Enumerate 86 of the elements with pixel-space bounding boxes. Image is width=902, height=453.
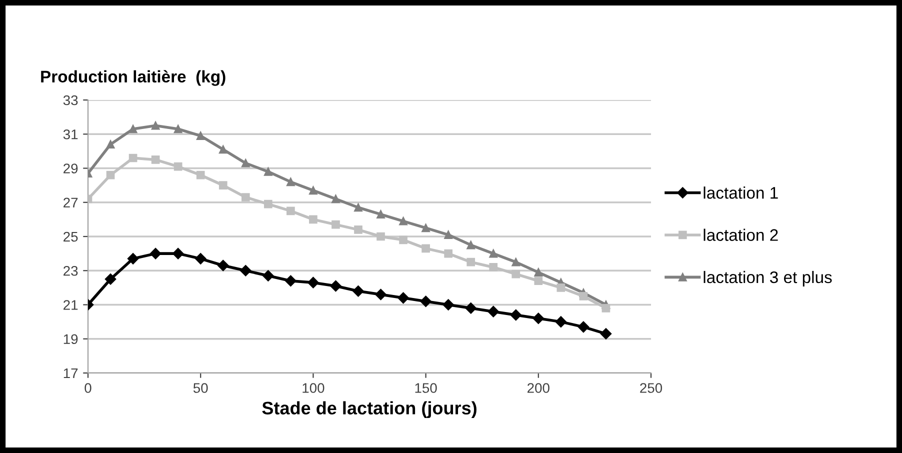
point: [286, 178, 295, 186]
x-tick-label: 0: [84, 383, 92, 393]
point: [354, 226, 362, 234]
x-tick-label: 250: [640, 383, 662, 393]
point: [332, 194, 340, 204]
point: [444, 249, 452, 258]
point: [376, 210, 385, 218]
point: [556, 284, 566, 292]
legend-label: lactation 1: [704, 186, 778, 199]
point: [151, 156, 160, 164]
point: [330, 280, 342, 292]
point: [127, 253, 139, 264]
point: [262, 270, 274, 282]
x-tick-label: 50: [193, 383, 208, 393]
point: [422, 224, 430, 232]
point: [332, 220, 340, 229]
x-tick-label: 100: [302, 383, 324, 393]
point: [308, 276, 319, 288]
point: [196, 170, 205, 180]
point: [218, 145, 228, 154]
point: [375, 288, 386, 300]
y-tick-label: 31: [63, 129, 78, 140]
point: [579, 292, 588, 300]
point: [555, 316, 567, 328]
point: [444, 230, 452, 239]
point: [489, 263, 498, 272]
point: [420, 296, 432, 307]
point: [376, 232, 385, 241]
y-tick-label: 19: [64, 334, 78, 344]
point: [532, 312, 544, 324]
point: [309, 215, 318, 224]
point: [218, 181, 228, 190]
chart-title: Production laitière (kg): [41, 70, 226, 86]
y-tick-label: 33: [63, 95, 78, 106]
legend-label: lactation 3 et plus: [704, 270, 832, 286]
point: [104, 274, 116, 285]
point: [512, 270, 520, 278]
point: [309, 186, 318, 195]
point: [534, 276, 543, 286]
point: [578, 321, 590, 333]
legend-label: lactation 2: [704, 228, 778, 241]
point: [352, 285, 364, 297]
y-tick-label: 23: [64, 266, 78, 276]
point: [128, 124, 138, 134]
point: [241, 158, 250, 168]
point: [150, 248, 162, 260]
y-tick-label: 27: [64, 198, 78, 208]
point: [489, 249, 498, 258]
point: [488, 306, 499, 318]
point: [602, 304, 610, 312]
y-tick-label: 17: [64, 368, 78, 378]
point: [512, 258, 520, 266]
point: [442, 299, 454, 310]
point: [128, 154, 138, 162]
point: [106, 170, 115, 180]
point: [354, 203, 362, 212]
point: [196, 132, 205, 140]
point: [466, 240, 476, 250]
point: [240, 265, 252, 276]
point: [510, 309, 522, 321]
point: [465, 302, 476, 314]
point: [264, 200, 272, 208]
y-tick-label: 25: [64, 232, 78, 242]
x-tick-label: 150: [415, 383, 437, 393]
point: [466, 258, 476, 266]
point: [286, 206, 295, 216]
point: [172, 248, 184, 260]
x-axis-title: Stade de lactation (jours): [262, 401, 476, 418]
point: [241, 193, 250, 202]
point: [151, 121, 160, 130]
point: [264, 167, 272, 176]
point: [600, 328, 612, 340]
point: [399, 236, 408, 244]
point: [174, 162, 182, 171]
point: [194, 253, 206, 264]
point: [399, 216, 408, 226]
point: [534, 268, 543, 276]
point: [174, 124, 182, 134]
point: [106, 140, 115, 149]
point: [422, 244, 430, 253]
x-tick-label: 200: [528, 383, 550, 393]
y-tick-label: 29: [64, 164, 78, 174]
point: [218, 260, 229, 272]
point: [285, 275, 296, 286]
y-tick-label: 21: [64, 300, 78, 310]
point: [398, 292, 409, 304]
